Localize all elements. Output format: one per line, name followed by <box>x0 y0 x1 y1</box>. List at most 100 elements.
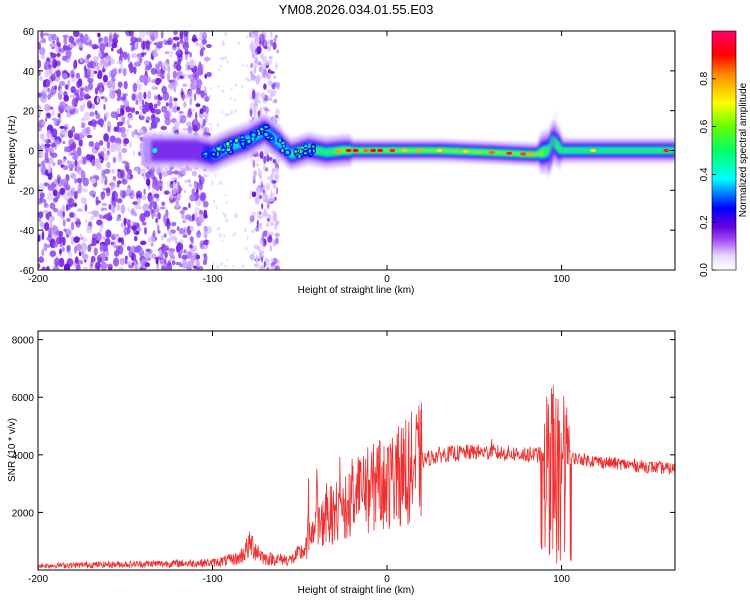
spectrogram-noise-blob <box>105 111 109 119</box>
spectrogram-noise-blob <box>127 206 130 213</box>
spectrogram-noise-blob <box>117 245 124 255</box>
spectrogram-noise-blob <box>151 180 159 190</box>
spectrogram-noise-blob <box>120 169 125 179</box>
spectrogram-noise-blob <box>250 62 254 69</box>
spectrogram-noise-blob <box>145 251 150 260</box>
spectrogram-noise-blob <box>168 232 172 237</box>
spectrogram-noise-blob <box>52 225 59 236</box>
spectrogram-noise-blob <box>70 105 75 110</box>
colorbar-tick-label: 0.4 <box>699 167 710 181</box>
spectrogram-noise-blob <box>274 196 277 201</box>
spectrogram-noise-blob <box>182 234 188 238</box>
spectrogram-noise-blob <box>210 56 212 61</box>
spectrogram-hot-spot <box>590 148 596 153</box>
spectrogram-noise-blob <box>276 49 279 54</box>
spectrogram-noise-blob <box>96 96 100 104</box>
spectrogram-noise-blob <box>82 156 87 165</box>
spectrogram-noise-blob <box>90 69 95 79</box>
spectrogram-noise-blob <box>274 62 279 70</box>
spectrogram-noise-blob <box>180 39 183 43</box>
spectrogram-noise-blob <box>232 264 235 267</box>
spectrogram-noise-blob <box>81 188 88 193</box>
spectrogram-noise-blob <box>241 63 244 67</box>
spectrogram-noise-blob <box>274 232 280 238</box>
spectrogram-noise-blob <box>41 138 48 143</box>
spectrogram-noise-blob <box>196 259 200 267</box>
spectrogram-noise-blob <box>132 150 135 156</box>
spectrogram-noise-blob <box>44 117 48 122</box>
spectrogram-noise-blob <box>61 204 66 212</box>
spectrogram-noise-blob <box>66 160 72 164</box>
spectrogram-noise-blob <box>245 64 248 68</box>
spectrogram-noise-blob <box>275 34 278 39</box>
spectrogram-hot-spot <box>335 149 342 153</box>
spectrogram-noise-blob <box>271 210 277 215</box>
spectrogram-noise-blob <box>191 188 195 195</box>
spectrogram-noise-blob <box>56 119 60 125</box>
spectrogram-noise-blob <box>263 155 267 164</box>
spectrogram-noise-blob <box>115 111 120 117</box>
spectrogram-noise-blob <box>183 189 187 194</box>
spectrogram-noise-blob <box>183 249 187 253</box>
spectrogram-noise-blob <box>134 128 138 135</box>
spectrogram-noise-blob <box>179 249 184 255</box>
spectrogram-noise-blob <box>100 123 104 128</box>
spectrogram-noise-blob <box>126 165 129 173</box>
spectrogram-noise-blob <box>177 58 181 66</box>
spectrogram-noise-blob <box>49 92 54 97</box>
spectrogram-noise-blob <box>104 256 109 262</box>
spectrogram-noise-blob <box>143 60 150 66</box>
spectrogram-noise-blob <box>59 88 63 95</box>
spectrogram-noise-blob <box>62 165 69 171</box>
spectrogram-noise-blob <box>136 53 143 58</box>
spectrogram-noise-blob <box>270 31 273 39</box>
spectrogram-ridge-blob-core <box>216 147 221 151</box>
spectrogram-ridge-blob-core <box>304 144 308 148</box>
spectrogram-noise-blob <box>65 184 71 191</box>
spectrogram-noise-blob <box>105 55 112 62</box>
spectrogram-noise-blob <box>106 161 111 169</box>
spectrogram-noise-blob <box>100 194 105 201</box>
spectrogram-noise-blob <box>44 103 51 112</box>
spectrogram-noise-blob <box>188 89 194 99</box>
spectrogram-noise-blob <box>102 207 108 211</box>
spectrogram-noise-blob <box>130 107 136 113</box>
spectrogram-noise-blob <box>202 174 209 178</box>
spectrogram-noise-blob <box>265 223 269 228</box>
spectrogram-noise-blob <box>189 194 196 202</box>
spectrogram-noise-blob <box>99 252 106 259</box>
spectrogram-noise-blob <box>203 230 208 239</box>
spectrogram-noise-blob <box>254 44 258 49</box>
spectrogram-noise-blob <box>46 129 51 139</box>
spectrogram-noise-blob <box>99 228 103 233</box>
spectrogram-noise-blob <box>90 119 97 127</box>
spectrogram-xtick-label: 0 <box>384 274 390 285</box>
spectrogram-noise-blob <box>266 267 270 270</box>
spectrogram-noise-blob <box>163 257 167 265</box>
spectrogram-noise-blob <box>151 210 154 220</box>
spectrogram-noise-blob <box>253 263 260 268</box>
spectrogram-noise-blob <box>122 68 127 77</box>
spectrogram-noise-blob <box>141 99 145 107</box>
spectrogram-noise-blob <box>257 226 264 229</box>
spectrogram-noise-blob <box>80 242 87 252</box>
spectrogram-noise-blob <box>271 83 276 90</box>
spectrogram-noise-blob <box>141 195 147 201</box>
spectrogram-hot-spot <box>363 148 370 153</box>
spectrogram-hot-spot <box>488 150 495 155</box>
spectrogram-noise-blob <box>177 173 184 178</box>
spectrogram-noise-blob <box>74 221 82 225</box>
spectrogram-noise-blob <box>93 210 99 218</box>
spectrogram-noise-blob <box>68 163 75 169</box>
spectrogram-ridge-blob-core <box>234 138 239 143</box>
spectrogram-noise-blob <box>275 81 280 88</box>
spectrogram-noise-blob <box>83 73 91 79</box>
spectrogram-noise-blob <box>203 56 210 62</box>
spectrogram-noise-blob <box>124 172 131 181</box>
spectrogram-noise-blob <box>38 147 42 156</box>
spectrogram-noise-blob <box>121 147 128 154</box>
spectrogram-noise-blob <box>80 197 87 205</box>
spectrogram-noise-blob <box>76 243 82 252</box>
spectrogram-noise-blob <box>38 201 42 205</box>
spectrogram-noise-blob <box>99 42 106 52</box>
